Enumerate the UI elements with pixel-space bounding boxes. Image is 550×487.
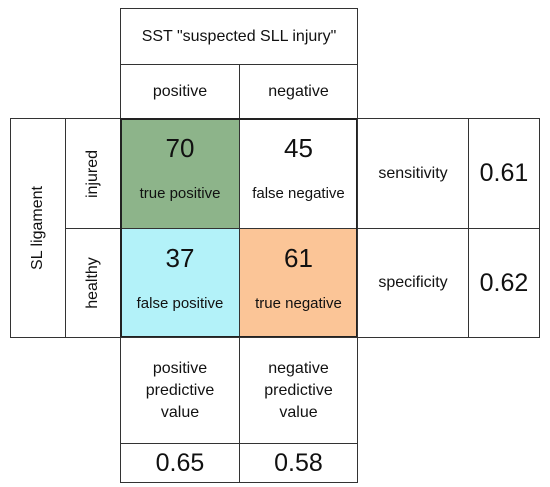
sensitivity-label-cell: sensitivity [357,118,469,229]
test-title: SST "suspected SLL injury" [120,8,358,65]
npv-label-line-2: predictive [264,381,333,399]
specificity-value: 0.62 [479,268,529,297]
sensitivity-value: 0.61 [479,159,529,187]
test-negative-header: negative [239,64,358,119]
npv-label-line-3: value [279,403,318,421]
ppv-label-line-1: positive [152,359,208,377]
false-negative-count: 45 [284,133,313,163]
ppv-value: 0.65 [155,448,205,477]
test-title-text: SST "suspected SLL injury" [141,27,337,45]
ppv-label-cell: positive predictive value [120,337,240,444]
matrix-outline [120,118,358,338]
false-positive-count: 37 [165,243,195,273]
false-negative-label: false negative [252,185,345,202]
sensitivity-value-cell: 0.61 [468,118,540,229]
ppv-value-cell: 0.65 [120,443,240,483]
specificity-label-cell: specificity [357,228,469,338]
npv-label-cell: negative predictive value [239,337,358,444]
condition-title: SL ligament [10,118,66,338]
condition-healthy-label: healthy [84,257,101,309]
condition-healthy-header: healthy [65,228,121,338]
ppv-label-line-3: value [160,403,200,421]
npv-value: 0.58 [274,448,323,477]
test-positive-header: positive [120,64,240,119]
true-negative-label: true negative [255,295,342,312]
true-positive-count: 70 [165,133,195,163]
condition-title-text: SL ligament [29,186,46,270]
condition-injured-header: injured [65,118,121,229]
cell-true-positive: 70 true positive [120,118,240,229]
ppv-label-line-2: predictive [145,381,215,399]
specificity-value-cell: 0.62 [468,228,540,338]
false-positive-label: false positive [136,295,224,312]
npv-value-cell: 0.58 [239,443,358,483]
true-negative-count: 61 [284,243,313,273]
condition-injured-label: injured [84,149,101,198]
test-negative-label: negative [268,82,329,100]
npv-label-line-1: negative [268,359,329,377]
true-positive-label: true positive [139,185,221,202]
test-positive-label: positive [152,82,208,100]
sensitivity-label: sensitivity [378,164,448,182]
specificity-label: specificity [378,274,448,291]
